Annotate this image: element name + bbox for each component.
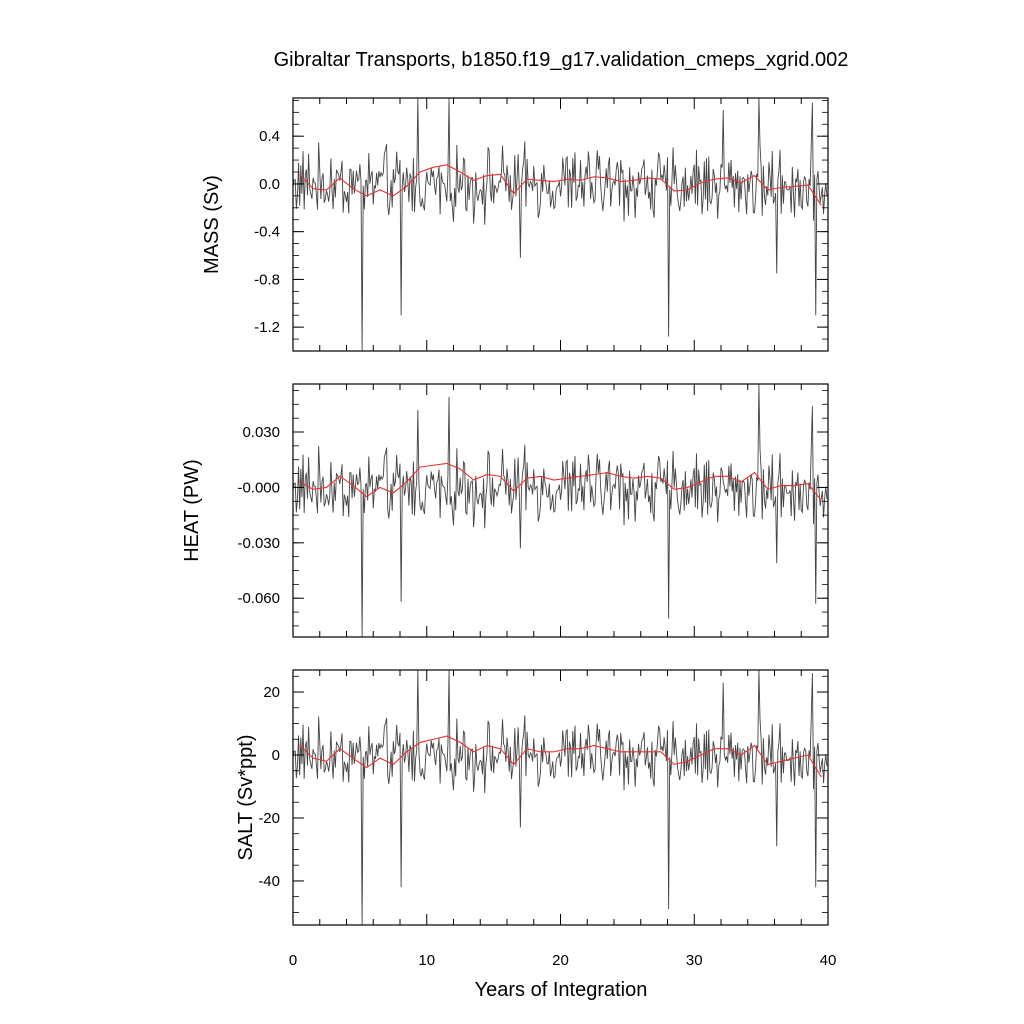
x-tick-label: 20: [552, 952, 569, 969]
heat-monthly-series-line: [292, 383, 828, 638]
chart-title: Gibraltar Transports, b1850.f19_g17.vali…: [274, 49, 849, 71]
chart-panels: 0.4 0.0 -0.4 -0.8 -1.2 MASS (Sv) 0.030 -0.000 -0…: [181, 97, 837, 969]
mass-y-tick-label: 0.0: [259, 176, 280, 193]
heat-annual-mean-line: [299, 462, 822, 501]
salt-y-axis-label: SALT (Sv*ppt): [235, 735, 257, 861]
mass-annual-mean-line: [299, 164, 822, 206]
x-axis-label: Years of Integration: [475, 979, 648, 1001]
heat-y-tick-label: -0.000: [237, 479, 280, 496]
x-tick-label: 30: [686, 952, 703, 969]
mass-y-tick-label: -0.8: [254, 271, 280, 288]
mass-y-tick-label: -0.4: [254, 224, 280, 241]
salt-y-tick-label: 20: [263, 684, 280, 701]
heat-y-tick-label: -0.030: [237, 535, 280, 552]
salt-y-tick-label: -20: [258, 810, 280, 827]
x-tick-label: 40: [820, 952, 837, 969]
salt-panel-frame: [292, 669, 829, 926]
panel-heat: 0.030 -0.000 -0.030 -0.060 HEAT (PW): [181, 383, 829, 638]
heat-y-tick-label: -0.060: [237, 590, 280, 607]
panel-mass: 0.4 0.0 -0.4 -0.8 -1.2 MASS (Sv): [201, 97, 829, 352]
salt-annual-mean-line: [299, 735, 822, 778]
salt-y-tick-label: -40: [258, 873, 280, 890]
heat-panel-frame: [292, 383, 829, 638]
heat-y-axis-label: HEAT (PW): [181, 459, 203, 562]
mass-panel-frame: [292, 97, 829, 352]
mass-y-tick-label: 0.4: [259, 128, 280, 145]
salt-monthly-series-line: [292, 669, 828, 926]
mass-y-axis-label: MASS (Sv): [201, 175, 223, 274]
mass-monthly-series-line: [292, 97, 828, 352]
mass-y-tick-label: -1.2: [254, 319, 280, 336]
x-tick-label: 10: [418, 952, 435, 969]
heat-y-tick-label: 0.030: [242, 424, 280, 441]
salt-y-tick-label: 0: [272, 747, 280, 764]
x-tick-label: 0: [289, 952, 297, 969]
